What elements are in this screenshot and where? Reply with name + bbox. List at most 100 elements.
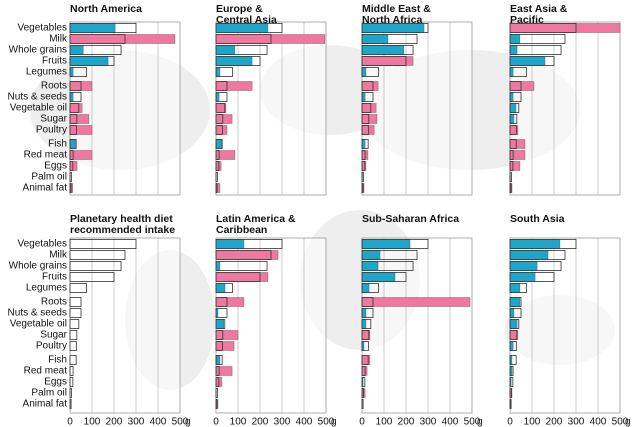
intake-bar <box>361 272 396 282</box>
intake-bar <box>215 81 253 91</box>
intake-bar <box>361 366 368 376</box>
recommended-bar <box>215 250 272 260</box>
recommended-bar <box>361 172 364 182</box>
intake-bar <box>361 161 367 171</box>
plot-frame <box>69 21 181 196</box>
panel-title: Planetary health diet recommended intake <box>70 213 176 236</box>
intake-bar <box>361 67 367 77</box>
x-unit: g <box>625 417 631 427</box>
intake-bar <box>361 114 378 124</box>
intake-bar <box>215 125 228 135</box>
recommended-bar <box>361 150 366 160</box>
panel-title: Latin America & Caribbean <box>216 213 296 236</box>
category-label: Vegetable oil <box>10 319 67 330</box>
x-tick-label: 400 <box>442 417 459 427</box>
recommended-bar <box>215 399 218 409</box>
recommended-bar <box>509 366 514 376</box>
x-unit: g <box>185 417 191 427</box>
intake-bar <box>69 45 84 55</box>
recommended-bar <box>215 355 223 365</box>
x-tick-label: 500 <box>464 417 481 427</box>
x-tick-label: 0 <box>507 417 513 427</box>
intake-bar <box>361 81 379 91</box>
intake-bar <box>509 341 514 351</box>
recommended-bar <box>361 261 414 271</box>
category-label: Roots <box>41 297 67 308</box>
recommended-bar <box>509 81 522 91</box>
recommended-bar <box>361 330 370 340</box>
recommended-bar <box>509 103 520 113</box>
intake-bar <box>361 308 367 318</box>
recommended-bar <box>215 239 283 249</box>
recommended-bar <box>215 319 226 329</box>
category-label: Poultry <box>36 341 67 352</box>
recommended-bar <box>509 297 522 307</box>
recommended-bar <box>69 183 72 193</box>
recommended-bar <box>215 81 228 91</box>
intake-bar <box>509 92 514 102</box>
intake-bar <box>361 297 471 307</box>
recommended-bar <box>69 319 80 329</box>
plot-frame <box>215 21 327 196</box>
x-tick-label: 0 <box>359 417 365 427</box>
recommended-bar <box>361 388 364 398</box>
recommended-bar <box>509 341 517 351</box>
intake-bar <box>509 81 535 91</box>
recommended-bar <box>215 261 268 271</box>
recommended-bar <box>509 250 566 260</box>
category-label: Milk <box>49 250 68 261</box>
recommended-bar <box>509 239 577 249</box>
recommended-bar <box>509 399 512 409</box>
intake-bar <box>69 103 83 113</box>
recommended-bar <box>69 172 72 182</box>
recommended-bar <box>69 388 72 398</box>
category-label: Legumes <box>26 283 67 294</box>
x-tick-label: 500 <box>318 417 335 427</box>
x-tick-label: 200 <box>252 417 269 427</box>
category-label: Poultry <box>36 125 67 136</box>
plot-frame <box>69 237 181 414</box>
x-tick-label: 100 <box>230 417 247 427</box>
category-label: Roots <box>41 81 67 92</box>
panel-title: Sub-Saharan Africa <box>362 213 460 225</box>
category-label: Eggs <box>44 377 67 388</box>
recommended-bar <box>69 23 137 33</box>
recommended-bar <box>215 272 261 282</box>
x-tick-label: 0 <box>213 417 219 427</box>
recommended-bar <box>361 341 369 351</box>
recommended-bar <box>361 103 372 113</box>
category-label: Sugar <box>40 330 67 341</box>
x-tick-label: 400 <box>590 417 607 427</box>
category-label: Palm oil <box>31 172 67 183</box>
intake-bar <box>215 56 253 66</box>
recommended-bar <box>509 139 517 149</box>
recommended-bar <box>509 56 555 66</box>
x-tick-label: 300 <box>420 417 437 427</box>
recommended-bar <box>361 23 429 33</box>
intake-bar <box>215 355 221 365</box>
intake-bar <box>69 114 90 124</box>
intake-bar <box>509 239 561 249</box>
recommended-bar <box>215 67 233 77</box>
recommended-bar <box>509 388 512 398</box>
category-label: Fruits <box>42 56 67 67</box>
intake-bar <box>215 239 245 249</box>
recommended-bar <box>361 114 370 124</box>
recommended-bar <box>361 377 366 387</box>
recommended-bar <box>361 56 407 66</box>
intake-bar <box>361 139 366 149</box>
recommended-bar <box>69 308 82 318</box>
recommended-bar <box>215 330 224 340</box>
recommended-bar <box>69 355 77 365</box>
x-unit: g <box>477 417 483 427</box>
x-tick-label: 300 <box>274 417 291 427</box>
panel-title: North America <box>70 3 142 15</box>
intake-bar <box>215 297 245 307</box>
intake-bar <box>361 355 371 365</box>
recommended-bar <box>361 67 379 77</box>
intake-bar <box>215 114 233 124</box>
intake-bar <box>509 56 546 66</box>
recommended-bar <box>361 45 414 55</box>
category-label: Sugar <box>40 114 67 125</box>
recommended-bar <box>361 161 366 171</box>
